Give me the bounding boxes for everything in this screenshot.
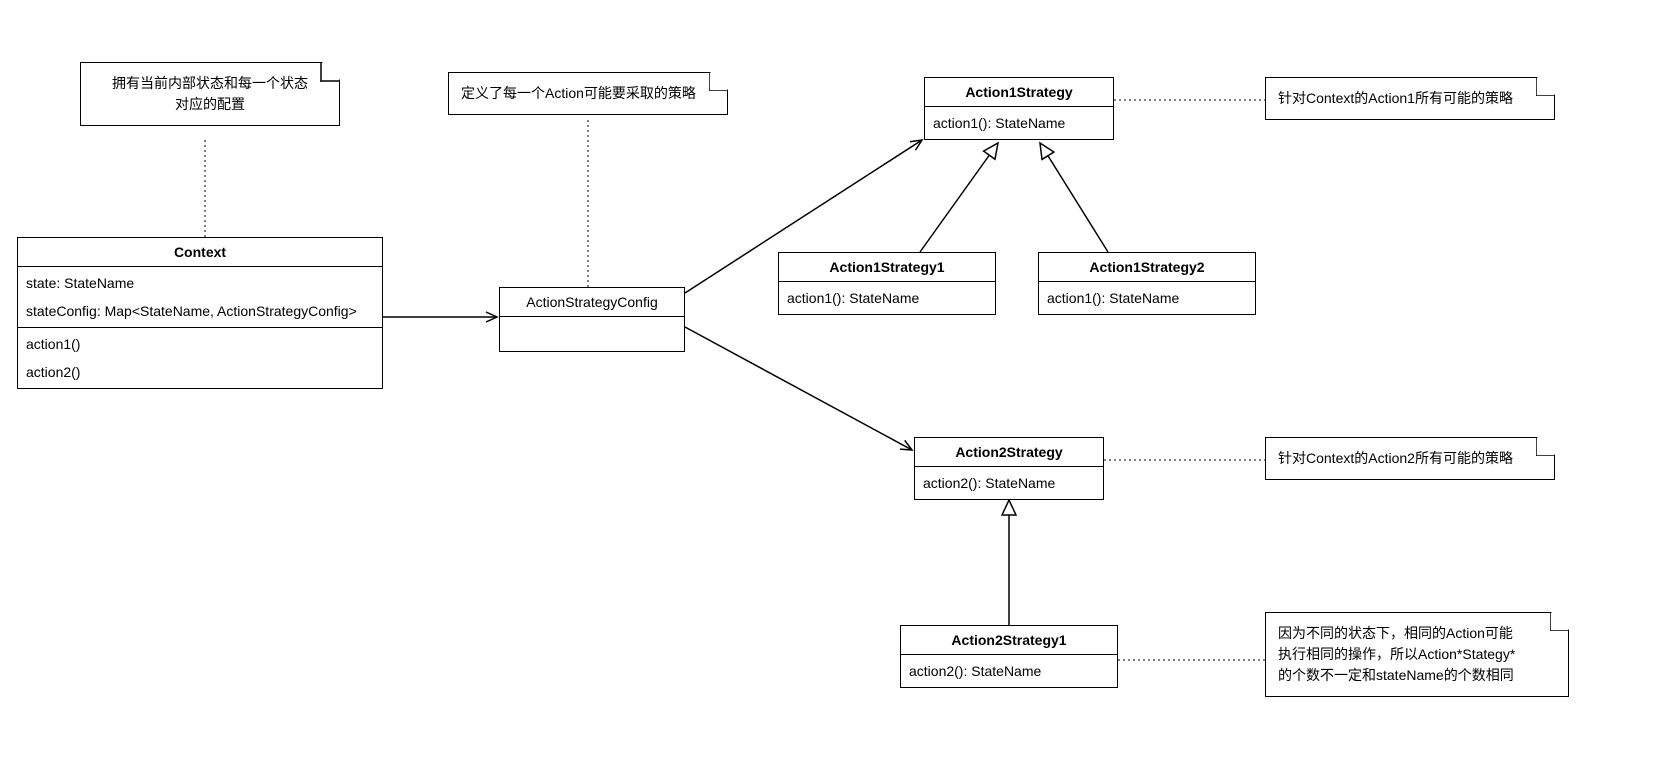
class-a1strategy: Action1Strategy action1(): StateName (924, 77, 1114, 140)
note-a1: 针对Context的Action1所有可能的策略 (1265, 77, 1555, 120)
edge-a1s1-a1 (920, 143, 998, 252)
note-text: 针对Context的Action1所有可能的策略 (1278, 90, 1513, 106)
note-context: 拥有当前内部状态和每一个状态 对应的配置 (80, 62, 340, 126)
op: action1() (18, 330, 382, 358)
class-title: Context (18, 238, 382, 267)
class-context: Context state: StateName stateConfig: Ma… (17, 237, 383, 389)
op: action2() (18, 358, 382, 386)
class-a1strategy2: Action1Strategy2 action1(): StateName (1038, 252, 1256, 315)
class-ops: action1(): StateName (779, 282, 995, 314)
attr: state: StateName (18, 269, 382, 297)
class-title: Action1Strategy1 (779, 253, 995, 282)
class-ops: action1() action2() (18, 328, 382, 388)
op: action2(): StateName (915, 469, 1103, 497)
note-text: 拥有当前内部状态和每一个状态 (112, 75, 308, 91)
note-config: 定义了每一个Action可能要采取的策略 (448, 72, 728, 115)
op: action1(): StateName (925, 109, 1113, 137)
op: action2(): StateName (901, 657, 1117, 685)
class-title: Action2Strategy (915, 438, 1103, 467)
class-title: ActionStrategyConfig (500, 288, 684, 317)
edge-a1s2-a1 (1040, 143, 1108, 252)
class-a2strategy: Action2Strategy action2(): StateName (914, 437, 1104, 500)
class-a2strategy1: Action2Strategy1 action2(): StateName (900, 625, 1118, 688)
note-count: 因为不同的状态下，相同的Action可能 执行相同的操作，所以Action*St… (1265, 612, 1569, 697)
edge-config-a2 (685, 327, 912, 450)
class-attrs: state: StateName stateConfig: Map<StateN… (18, 267, 382, 328)
diagram-canvas: 拥有当前内部状态和每一个状态 对应的配置 定义了每一个Action可能要采取的策… (0, 0, 1676, 762)
class-ops: action1(): StateName (1039, 282, 1255, 314)
note-text: 执行相同的操作，所以Action*Stategy* (1278, 646, 1515, 662)
class-a1strategy1: Action1Strategy1 action1(): StateName (778, 252, 996, 315)
op: action1(): StateName (1039, 284, 1255, 312)
class-ops: action2(): StateName (915, 467, 1103, 499)
note-text: 因为不同的状态下，相同的Action可能 (1278, 625, 1513, 641)
class-ops: action1(): StateName (925, 107, 1113, 139)
class-empty-body (500, 317, 684, 351)
note-a2: 针对Context的Action2所有可能的策略 (1265, 437, 1555, 480)
op: action1(): StateName (779, 284, 995, 312)
note-text: 定义了每一个Action可能要采取的策略 (461, 85, 696, 101)
class-ops: action2(): StateName (901, 655, 1117, 687)
class-title: Action1Strategy2 (1039, 253, 1255, 282)
class-title: Action1Strategy (925, 78, 1113, 107)
class-title: Action2Strategy1 (901, 626, 1117, 655)
note-text: 针对Context的Action2所有可能的策略 (1278, 450, 1513, 466)
note-text: 的个数不一定和stateName的个数相同 (1278, 667, 1514, 683)
class-config: ActionStrategyConfig (499, 287, 685, 352)
note-text: 对应的配置 (175, 96, 245, 112)
attr: stateConfig: Map<StateName, ActionStrate… (18, 297, 382, 325)
